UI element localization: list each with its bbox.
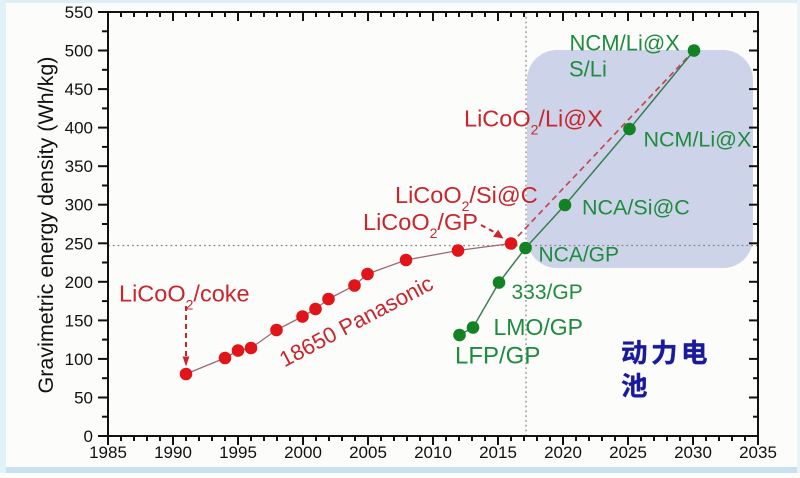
svg-text:2010: 2010 [414,443,452,462]
svg-text:LMO/GP: LMO/GP [494,314,583,340]
svg-text:150: 150 [65,311,93,330]
svg-text:2000: 2000 [284,443,322,462]
svg-text:450: 450 [65,80,93,99]
svg-text:333/GP: 333/GP [512,281,583,304]
svg-text:S/Li: S/Li [569,57,607,82]
svg-text:300: 300 [65,196,93,215]
svg-text:2005: 2005 [349,443,387,462]
svg-text:200: 200 [65,273,93,292]
svg-text:1995: 1995 [219,443,257,462]
svg-text:1990: 1990 [154,443,192,462]
svg-text:NCM/Li@X: NCM/Li@X [570,30,681,55]
svg-text:100: 100 [65,350,93,369]
svg-text:1985: 1985 [89,443,127,462]
svg-text:2015: 2015 [479,443,517,462]
svg-text:350: 350 [65,157,93,176]
svg-text:50: 50 [74,389,93,408]
svg-text:Gravimetric energy density (Wh: Gravimetric energy density (Wh/kg) [34,57,58,394]
svg-text:LFP/GP: LFP/GP [455,343,540,370]
svg-text:2030: 2030 [674,443,712,462]
svg-text:500: 500 [65,42,93,61]
svg-text:550: 550 [65,3,93,22]
svg-text:250: 250 [65,234,93,253]
svg-text:0: 0 [84,427,93,446]
svg-text:NCA/Si@C: NCA/Si@C [582,196,690,220]
svg-text:2020: 2020 [544,443,582,462]
svg-text:NCA/GP: NCA/GP [539,244,620,267]
svg-text:2025: 2025 [609,443,647,462]
svg-text:NCM/Li@X: NCM/Li@X [644,128,752,152]
svg-text:2035: 2035 [739,443,777,462]
svg-text:400: 400 [65,119,93,138]
